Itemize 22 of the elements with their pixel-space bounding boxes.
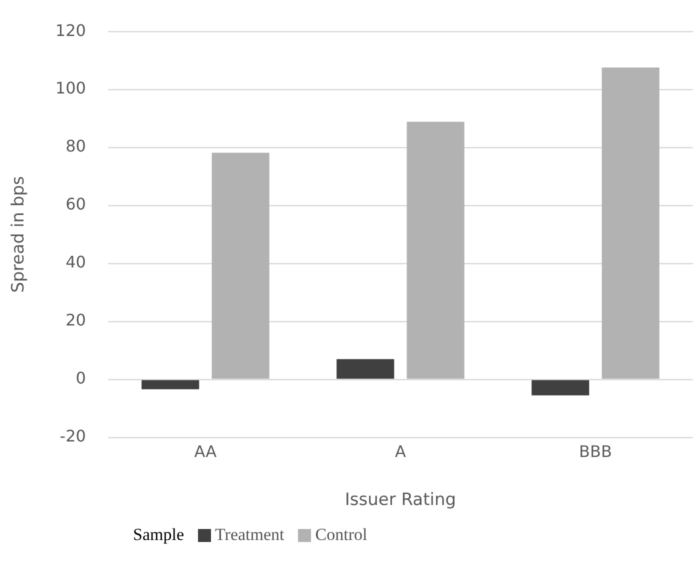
y-tick-label: -20 — [60, 426, 86, 446]
x-axis-title: Issuer Rating — [344, 490, 456, 510]
x-tick-label: BBB — [579, 442, 612, 462]
y-tick-label: 120 — [55, 20, 86, 40]
y-tick-label: 0 — [76, 368, 86, 388]
y-tick-label: 60 — [66, 194, 86, 214]
legend-title: Sample — [133, 525, 184, 545]
y-tick-label: 40 — [66, 252, 86, 272]
x-tick-label: AA — [194, 442, 217, 462]
bar — [142, 380, 200, 390]
bar — [212, 152, 270, 379]
bar — [602, 68, 660, 379]
bar — [532, 380, 590, 396]
y-tick-label: 100 — [55, 78, 86, 98]
x-tick-label: A — [394, 442, 406, 462]
legend-label: Control — [315, 525, 368, 545]
y-tick-label: 80 — [66, 136, 86, 156]
legend-label: Treatment — [215, 525, 284, 545]
bar — [336, 359, 394, 379]
bar — [406, 122, 464, 379]
y-axis-title: Spread in bps — [8, 176, 29, 293]
y-tick-label: 20 — [66, 310, 86, 330]
